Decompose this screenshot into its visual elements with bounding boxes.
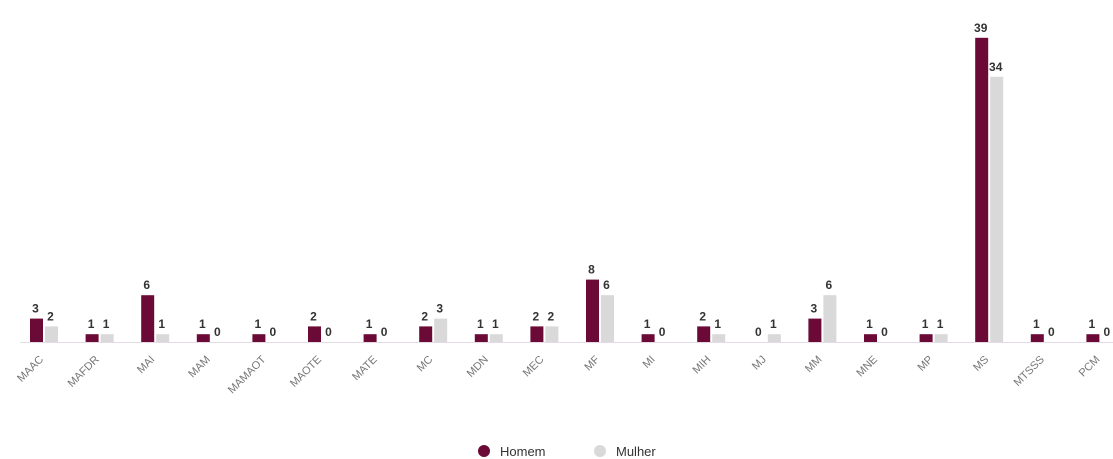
bar	[489, 334, 503, 342]
bar	[808, 318, 822, 342]
bar	[419, 326, 433, 342]
legend-swatch	[478, 445, 490, 457]
x-tick-label: MAMAOT	[226, 353, 269, 396]
bar	[919, 334, 933, 342]
data-label: 6	[143, 278, 150, 292]
data-label: 1	[103, 317, 110, 331]
bar	[196, 334, 210, 342]
x-tick-label: MM	[803, 354, 824, 375]
data-label: 0	[659, 325, 666, 339]
bar	[308, 326, 321, 342]
bar	[45, 326, 58, 342]
data-label: 1	[492, 317, 499, 331]
x-tick-label: MJ	[750, 354, 769, 373]
bar	[474, 334, 488, 342]
bar	[252, 334, 266, 342]
bar	[530, 326, 544, 342]
x-tick-label: MAOTE	[288, 354, 324, 390]
data-label: 1	[366, 317, 373, 331]
data-label: 1	[1033, 317, 1040, 331]
x-tick-label: MAFDR	[66, 354, 102, 390]
data-label: 2	[548, 309, 555, 323]
data-label: 1	[477, 317, 484, 331]
x-tick-label: MNE	[854, 354, 880, 380]
data-label: 6	[603, 278, 610, 292]
legend-label[interactable]: Mulher	[616, 444, 656, 459]
x-tick-label: PCM	[1077, 354, 1103, 380]
data-label: 1	[158, 317, 165, 331]
data-label: 39	[974, 21, 988, 35]
bar	[641, 334, 655, 342]
x-tick-label: MEC	[521, 354, 547, 380]
bar	[141, 295, 155, 342]
bar	[864, 334, 877, 342]
bar	[975, 37, 989, 343]
data-label: 3	[811, 302, 818, 316]
data-label: 3	[436, 302, 443, 316]
legend-label[interactable]: Homem	[500, 444, 546, 459]
bar	[823, 295, 837, 342]
legend-swatch	[594, 445, 606, 457]
data-label: 1	[255, 317, 262, 331]
data-label: 34	[989, 60, 1003, 74]
bar	[156, 334, 170, 342]
data-label: 0	[325, 325, 332, 339]
bar	[545, 326, 559, 342]
data-label: 0	[1048, 325, 1055, 339]
data-label: 1	[714, 317, 721, 331]
bar	[363, 334, 377, 342]
bar	[712, 334, 726, 342]
x-tick-label: MS	[971, 354, 991, 374]
data-label: 6	[826, 278, 833, 292]
data-label: 1	[937, 317, 944, 331]
x-tick-label: MDN	[465, 354, 491, 380]
bar	[100, 334, 114, 342]
x-tick-label: MF	[582, 353, 602, 373]
data-label: 0	[755, 325, 762, 339]
bar	[30, 318, 43, 342]
x-tick-label: MAM	[186, 354, 213, 381]
data-label: 0	[214, 325, 221, 339]
bar	[586, 279, 599, 342]
bar	[934, 334, 948, 342]
bar	[697, 326, 711, 342]
bar	[990, 76, 1004, 343]
data-label: 2	[699, 309, 706, 323]
bar	[1086, 334, 1100, 342]
data-label: 1	[88, 317, 95, 331]
x-tick-label: MAI	[135, 354, 157, 376]
data-label: 0	[270, 325, 277, 339]
data-label: 8	[588, 263, 595, 277]
data-label: 1	[199, 317, 206, 331]
x-tick-label: MTSSS	[1012, 354, 1047, 389]
data-label: 1	[922, 317, 929, 331]
bar	[601, 295, 614, 342]
data-label: 1	[644, 317, 651, 331]
bar	[767, 334, 781, 342]
data-label: 0	[1104, 325, 1111, 339]
x-tick-label: MI	[641, 354, 658, 371]
data-label: 0	[881, 325, 888, 339]
data-label: 1	[770, 317, 777, 331]
x-tick-label: MC	[415, 354, 436, 375]
data-label: 2	[310, 309, 317, 323]
data-label: 2	[47, 309, 54, 323]
bar	[434, 318, 448, 342]
x-tick-label: MATE	[350, 354, 380, 384]
data-label: 0	[381, 325, 388, 339]
x-tick-label: MAAC	[15, 354, 46, 385]
x-tick-label: MP	[916, 354, 936, 374]
data-label: 2	[421, 309, 428, 323]
bar	[1030, 334, 1044, 342]
data-label: 2	[533, 309, 540, 323]
x-tick-label: MIH	[691, 354, 714, 377]
data-label: 3	[32, 302, 39, 316]
data-label: 1	[866, 317, 873, 331]
bar	[85, 334, 99, 342]
data-label: 1	[1089, 317, 1096, 331]
